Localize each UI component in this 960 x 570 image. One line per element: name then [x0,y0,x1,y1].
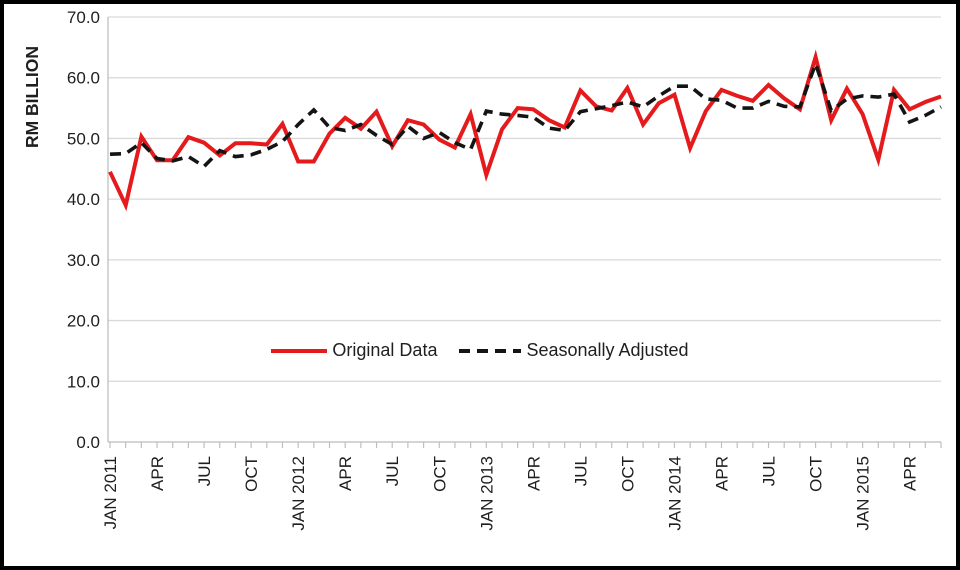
series-line-seasonally-adjusted [109,58,942,169]
legend-swatch-adjusted-line [459,348,522,353]
y-tick-label-10.0: 10.0 [67,372,100,391]
y-tick-label-70.0: 70.0 [67,8,100,27]
x-tick-label-oct: OCT [242,456,261,492]
x-tick-label-jul: JUL [195,456,214,486]
series-line-original-data [108,49,942,212]
x-tick-label-jan-2015: JAN 2015 [854,456,873,531]
x-tick-label-apr: APR [148,456,167,491]
x-tick-label-apr: APR [901,456,920,491]
chart-legend: Original Data Seasonally Adjusted [0,340,960,361]
y-tick-label-50.0: 50.0 [67,129,100,148]
x-tick-label-jan-2013: JAN 2013 [477,456,496,531]
y-axis-title: RM BILLION [22,46,42,148]
y-tick-label-60.0: 60.0 [67,69,100,88]
x-tick-label-jan-2011: JAN 2011 [101,456,120,529]
series-layer [108,49,942,212]
axis-labels-layer: 0.0 10.0 20.0 30.0 40.0 50.0 60.0 70.0 JAN 2011 A… [67,8,920,531]
legend-label-original: Original Data [332,340,438,360]
x-tick-label-jan-2014: JAN 2014 [665,456,684,531]
y-tick-label-0.0: 0.0 [76,433,100,452]
x-tick-label-jul: JUL [383,456,402,486]
y-tick-label-20.0: 20.0 [67,312,100,331]
y-tick-label-40.0: 40.0 [67,190,100,209]
x-tick-label-jul: JUL [571,456,590,486]
x-tick-label-apr: APR [712,456,731,491]
x-tick-label-jan-2012: JAN 2012 [289,456,308,531]
legend-item-original: Original Data [271,340,437,361]
x-tick-label-oct: OCT [430,456,449,492]
legend-item-adjusted: Seasonally Adjusted [437,340,689,361]
x-tick-label-oct: OCT [807,456,826,492]
x-tick-label-apr: APR [336,456,355,491]
axes-layer [107,17,942,448]
y-tick-label-30.0: 30.0 [67,251,100,270]
legend-label-adjusted: Seasonally Adjusted [526,340,689,360]
x-tick-label-apr: APR [524,456,543,491]
x-tick-label-oct: OCT [618,456,637,492]
gridlines-layer [108,16,941,443]
legend-swatch-original-line [271,348,328,353]
x-tick-label-jul: JUL [760,456,779,486]
